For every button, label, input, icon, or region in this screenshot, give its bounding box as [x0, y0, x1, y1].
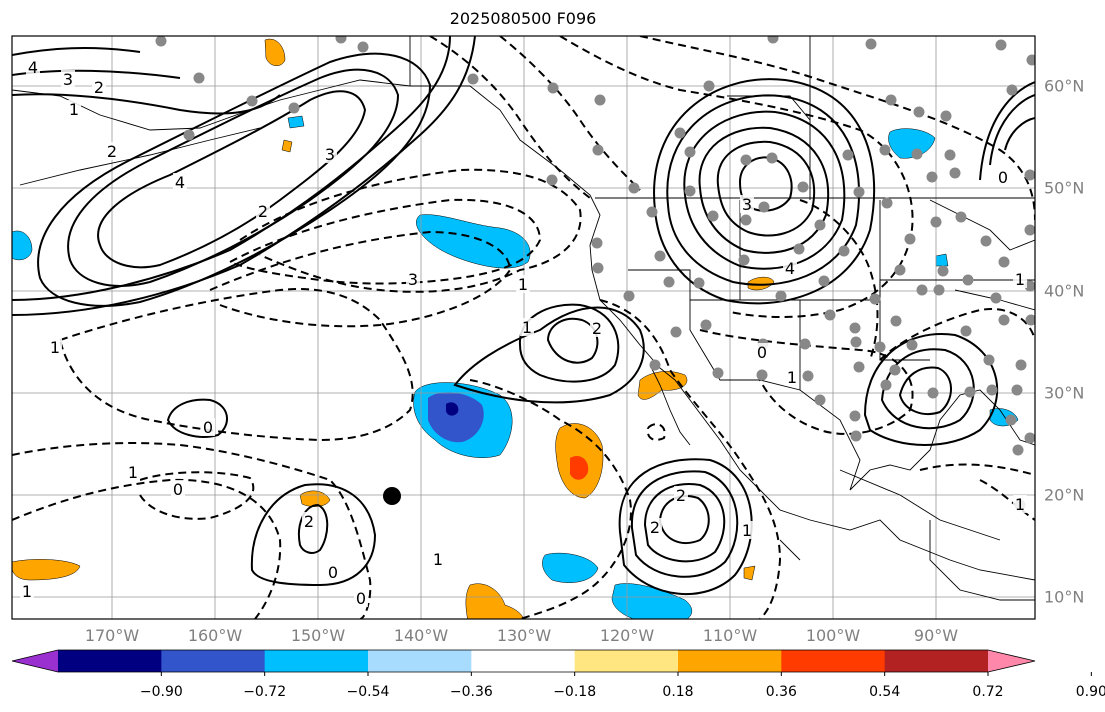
longitude-label: 120°W [599, 626, 655, 645]
contour-label: 0 [998, 168, 1008, 187]
longitude-label: 90°W [913, 626, 959, 645]
latitude-label: 30°N [1044, 383, 1085, 403]
colorbar-segment [58, 650, 162, 672]
longitude-label: 110°W [702, 626, 758, 645]
contour-label: 0 [757, 343, 767, 362]
contour-label: 1 [1015, 270, 1025, 289]
colorbar-extend-high [988, 650, 1035, 672]
contour-label: 1 [742, 521, 752, 540]
longitude-label: 130°W [496, 626, 552, 645]
contour-label: 0 [328, 563, 338, 582]
latitude-label: 50°N [1044, 178, 1085, 198]
shaded-anomalies [12, 38, 1019, 619]
colorbar-tick-label: −0.72 [243, 684, 287, 700]
longitude-label: 170°W [84, 626, 140, 645]
contour-label: 2 [304, 512, 314, 531]
contour-label: 1 [22, 582, 32, 601]
longitude-label: 140°W [393, 626, 449, 645]
contour-label: 1 [787, 368, 797, 387]
latitude-label: 40°N [1044, 281, 1085, 301]
colorbar-tick-label: −0.18 [553, 684, 597, 700]
storm-center-marker [383, 487, 401, 505]
colorbar-segment [884, 650, 989, 672]
colorbar-tick-label: −0.36 [449, 684, 493, 700]
contour-label: 0 [356, 589, 366, 608]
map-title: 2025080500 F096 [449, 9, 597, 28]
coast-dashed-contours [429, 36, 641, 199]
colorbar-segment [264, 650, 369, 672]
station-markers [155, 36, 1035, 511]
contour-label: 2 [676, 486, 686, 505]
contour-label: 3 [742, 195, 752, 214]
colorbar-tick-label: 0.54 [869, 684, 901, 700]
colorbar-tick-label: 0.18 [662, 684, 694, 700]
colorbar-outline [11, 649, 1036, 673]
colorbar-segment [574, 650, 679, 672]
longitude-label: 100°W [805, 626, 861, 645]
colorbar-segment [368, 650, 472, 672]
graticule [12, 36, 1035, 619]
colorbar-extend-low [12, 650, 58, 672]
longitude-label: 150°W [290, 626, 346, 645]
map-frame [11, 35, 1036, 620]
contour-label: 2 [592, 319, 602, 338]
colorbar-segment [161, 650, 266, 672]
contour-label: 1 [522, 318, 532, 337]
contour-label: 2 [258, 202, 268, 221]
latitude-label: 20°N [1044, 485, 1085, 505]
contour-label: 0 [173, 480, 183, 499]
contour-label: 2 [94, 78, 104, 97]
contour-label: 4 [785, 259, 795, 278]
colorbar-tick-label: 0.36 [765, 684, 797, 700]
colorbar-tick-label: 0.72 [972, 684, 1004, 700]
colorbar-segment [781, 650, 886, 672]
colorbar-tick-label: −0.54 [346, 684, 390, 700]
colorbar [11, 649, 1092, 676]
contour-label: 1 [1015, 495, 1025, 514]
contour-label: 1 [128, 463, 138, 482]
contour-label: 1 [50, 338, 60, 357]
colorbar-tick-label: 0.90 [1075, 684, 1105, 700]
contour-label: 0 [203, 418, 213, 437]
contour-label: 3 [408, 270, 418, 289]
contour-label: 4 [175, 173, 185, 192]
contour-label: 4 [28, 58, 38, 77]
contour-label: 2 [107, 142, 117, 161]
contour-label: 1 [518, 275, 528, 294]
positive-contours [12, 36, 1035, 596]
contour-label: 1 [69, 100, 79, 119]
longitude-label: 160°W [187, 626, 243, 645]
contour-label: 1 [433, 550, 443, 569]
latitude-label: 10°N [1044, 587, 1085, 607]
colorbar-segment [678, 650, 782, 672]
contour-label: 3 [325, 145, 335, 164]
contour-label: 3 [63, 70, 73, 89]
colorbar-segment [471, 650, 576, 672]
colorbar-tick-label: −0.90 [139, 684, 183, 700]
contour-label: 2 [650, 518, 660, 537]
latitude-label: 60°N [1044, 76, 1085, 96]
